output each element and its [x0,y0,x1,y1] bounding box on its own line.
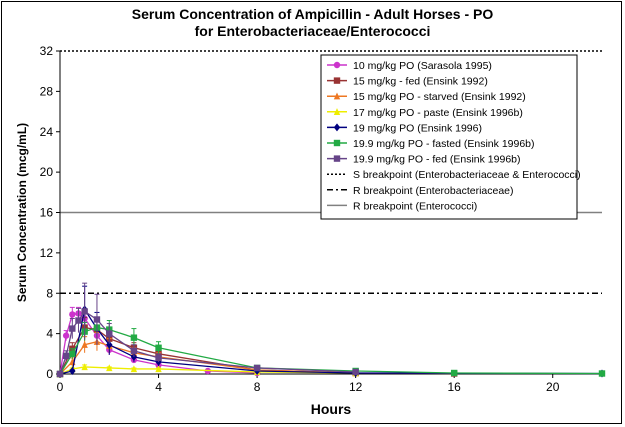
data-point [75,317,82,324]
legend-label: 17 mg/kg PO - paste (Ensink 1996b) [353,107,523,119]
data-point [253,364,261,372]
x-tick-label: 20 [546,380,560,394]
y-tick-label: 4 [46,327,53,341]
x-tick-label: 16 [448,380,462,394]
y-tick-label: 16 [40,206,54,220]
legend-label: R breakpoint (Enterobacteriaceae) [353,185,514,197]
data-point [69,325,76,332]
data-point [69,366,76,375]
x-axis-label: Hours [311,401,352,417]
y-tick-label: 12 [40,246,54,260]
data-point [450,369,458,377]
x-tick-label: 0 [57,380,64,394]
legend-swatch-marker [333,92,341,100]
legend-swatch-marker [333,139,341,147]
x-tick-label: 4 [155,380,162,394]
data-point [106,340,113,349]
legend-swatch-marker [333,108,341,115]
legend-label: 10 mg/kg PO (Sarasola 1995) [353,60,492,72]
series-line-3 [59,366,356,375]
legend-box [320,54,578,220]
legend-label: 19 mg/kg PO (Ensink 1996) [353,122,482,134]
data-point [598,370,606,377]
data-point [81,363,88,371]
data-point [81,308,88,315]
y-axis-label: Serum Concentration (mcg/mL) [15,123,29,302]
data-point [62,352,70,360]
y-tick-label: 28 [40,84,54,98]
data-point [155,354,162,362]
data-point [155,365,162,373]
y-tick-label: 20 [40,165,54,179]
data-point [69,311,76,318]
chart-title: Serum Concentration of Ampicillin - Adul… [131,6,494,22]
legend-label: R breakpoint (Enterococci) [353,200,477,212]
y-tick-label: 0 [46,367,53,381]
legend-swatch-marker [333,123,341,132]
legend-swatch-marker [333,155,341,162]
data-point [106,364,113,372]
x-tick-label: 8 [254,380,261,394]
data-point [352,368,359,376]
data-point [155,344,162,351]
legend-swatch-marker [333,61,341,69]
data-point [69,350,76,358]
data-point [62,332,70,339]
legend-swatch-marker [333,77,341,84]
series-line-5 [59,326,603,375]
y-tick-label: 8 [46,286,53,300]
legend-label: 15 mg/kg PO - starved (Ensink 1992) [353,91,526,103]
y-tick-label: 32 [40,44,54,58]
legend-label: 19.9 mg/kg PO - fasted (Ensink 1996b) [353,138,535,150]
legend-label: S breakpoint (Enterobacteriaceae & Enter… [353,169,581,181]
y-tick-label: 24 [40,125,54,139]
series-line-4 [59,307,603,375]
x-tick-label: 12 [349,380,363,394]
legend-label: 15 mg/kg - fed (Ensink 1992) [353,76,488,88]
data-point [81,341,88,348]
data-point [93,316,101,323]
series-line-6 [59,310,356,375]
data-point [130,365,138,373]
data-point [56,370,64,378]
data-point [130,334,138,341]
legend-label: 19.9 mg/kg PO - fed (Ensink 1996b) [353,154,521,166]
data-point [130,347,138,354]
data-point [106,330,113,337]
chart-subtitle: for Enterobacteriaceae/Enterococci [194,23,431,39]
